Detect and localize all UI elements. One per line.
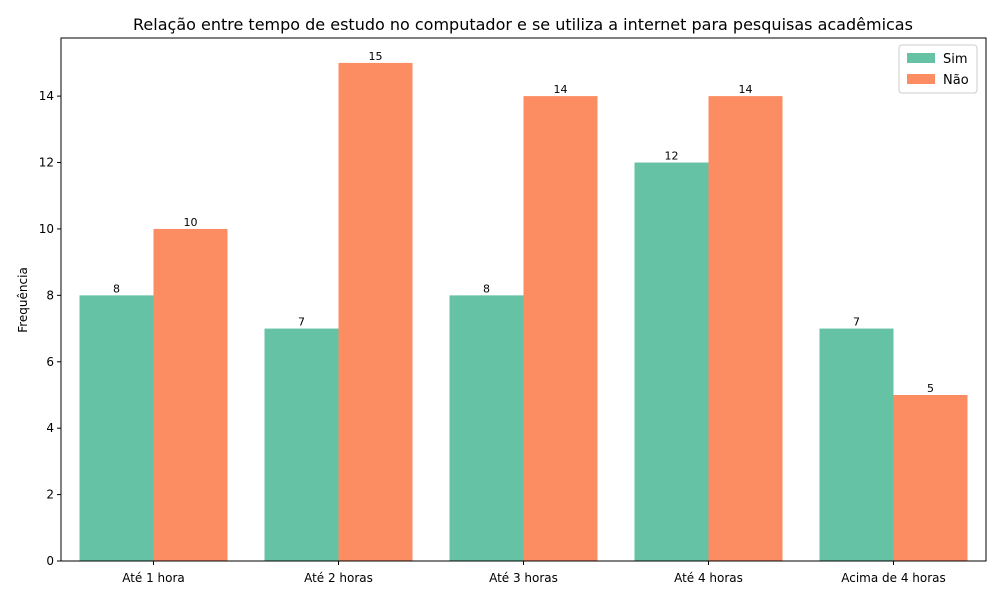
bar-não-1	[153, 228, 228, 561]
y-axis: 0 2 4 6 8 10 12 14	[39, 89, 61, 568]
x-tick-label: Até 3 horas	[489, 571, 558, 585]
y-tick-label: 8	[46, 288, 54, 302]
y-tick-label: 2	[46, 488, 54, 502]
legend-label-sim: Sim	[943, 52, 968, 67]
data-label-não-5: 5	[927, 382, 934, 395]
y-tick-label: 6	[46, 355, 54, 369]
y-axis-title: Frequência	[16, 267, 30, 333]
legend-label-não: Não	[943, 73, 969, 88]
plot-frame	[60, 37, 987, 562]
data-label-não-4: 14	[739, 83, 753, 96]
data-label-sim-5: 7	[853, 316, 860, 329]
bar-não-2	[338, 62, 413, 562]
bar-não-3	[523, 96, 598, 562]
bar-sim-3	[449, 295, 524, 561]
bar-sim-2	[264, 328, 339, 561]
data-label-sim-4: 12	[665, 150, 679, 163]
x-axis: Até 1 hora Até 2 horas Até 3 horas Até 4 ho…	[122, 561, 946, 585]
bar-não-4	[708, 96, 783, 562]
legend-swatch-não	[907, 74, 935, 84]
x-tick-label: Até 4 horas	[674, 571, 743, 585]
y-tick-label: 4	[46, 421, 54, 435]
bar-sim-5	[819, 328, 894, 561]
legend: Sim Não	[898, 44, 978, 94]
data-label-não-3: 14	[554, 83, 568, 96]
y-tick-label: 10	[39, 222, 54, 236]
data-labels-group: 8 7 8 12 7 10 15 14 14 5	[113, 50, 934, 395]
data-label-sim-1: 8	[113, 282, 120, 295]
bar-não-5	[893, 394, 968, 561]
bar-sim-1	[79, 295, 154, 561]
data-label-sim-3: 8	[483, 282, 490, 295]
x-tick-label: Acima de 4 horas	[841, 571, 946, 585]
x-tick-label: Até 2 horas	[304, 571, 373, 585]
bars-group	[79, 62, 968, 562]
data-label-sim-2: 7	[298, 316, 305, 329]
y-tick-label: 0	[46, 554, 54, 568]
y-tick-label: 14	[39, 89, 54, 103]
y-tick-label: 12	[39, 156, 54, 170]
chart-title: Relação entre tempo de estudo no computa…	[133, 15, 913, 34]
data-label-não-1: 10	[184, 216, 198, 229]
data-label-não-2: 15	[369, 50, 383, 63]
bar-sim-4	[634, 162, 709, 561]
x-tick-label: Até 1 hora	[122, 571, 185, 585]
legend-swatch-sim	[907, 53, 935, 63]
